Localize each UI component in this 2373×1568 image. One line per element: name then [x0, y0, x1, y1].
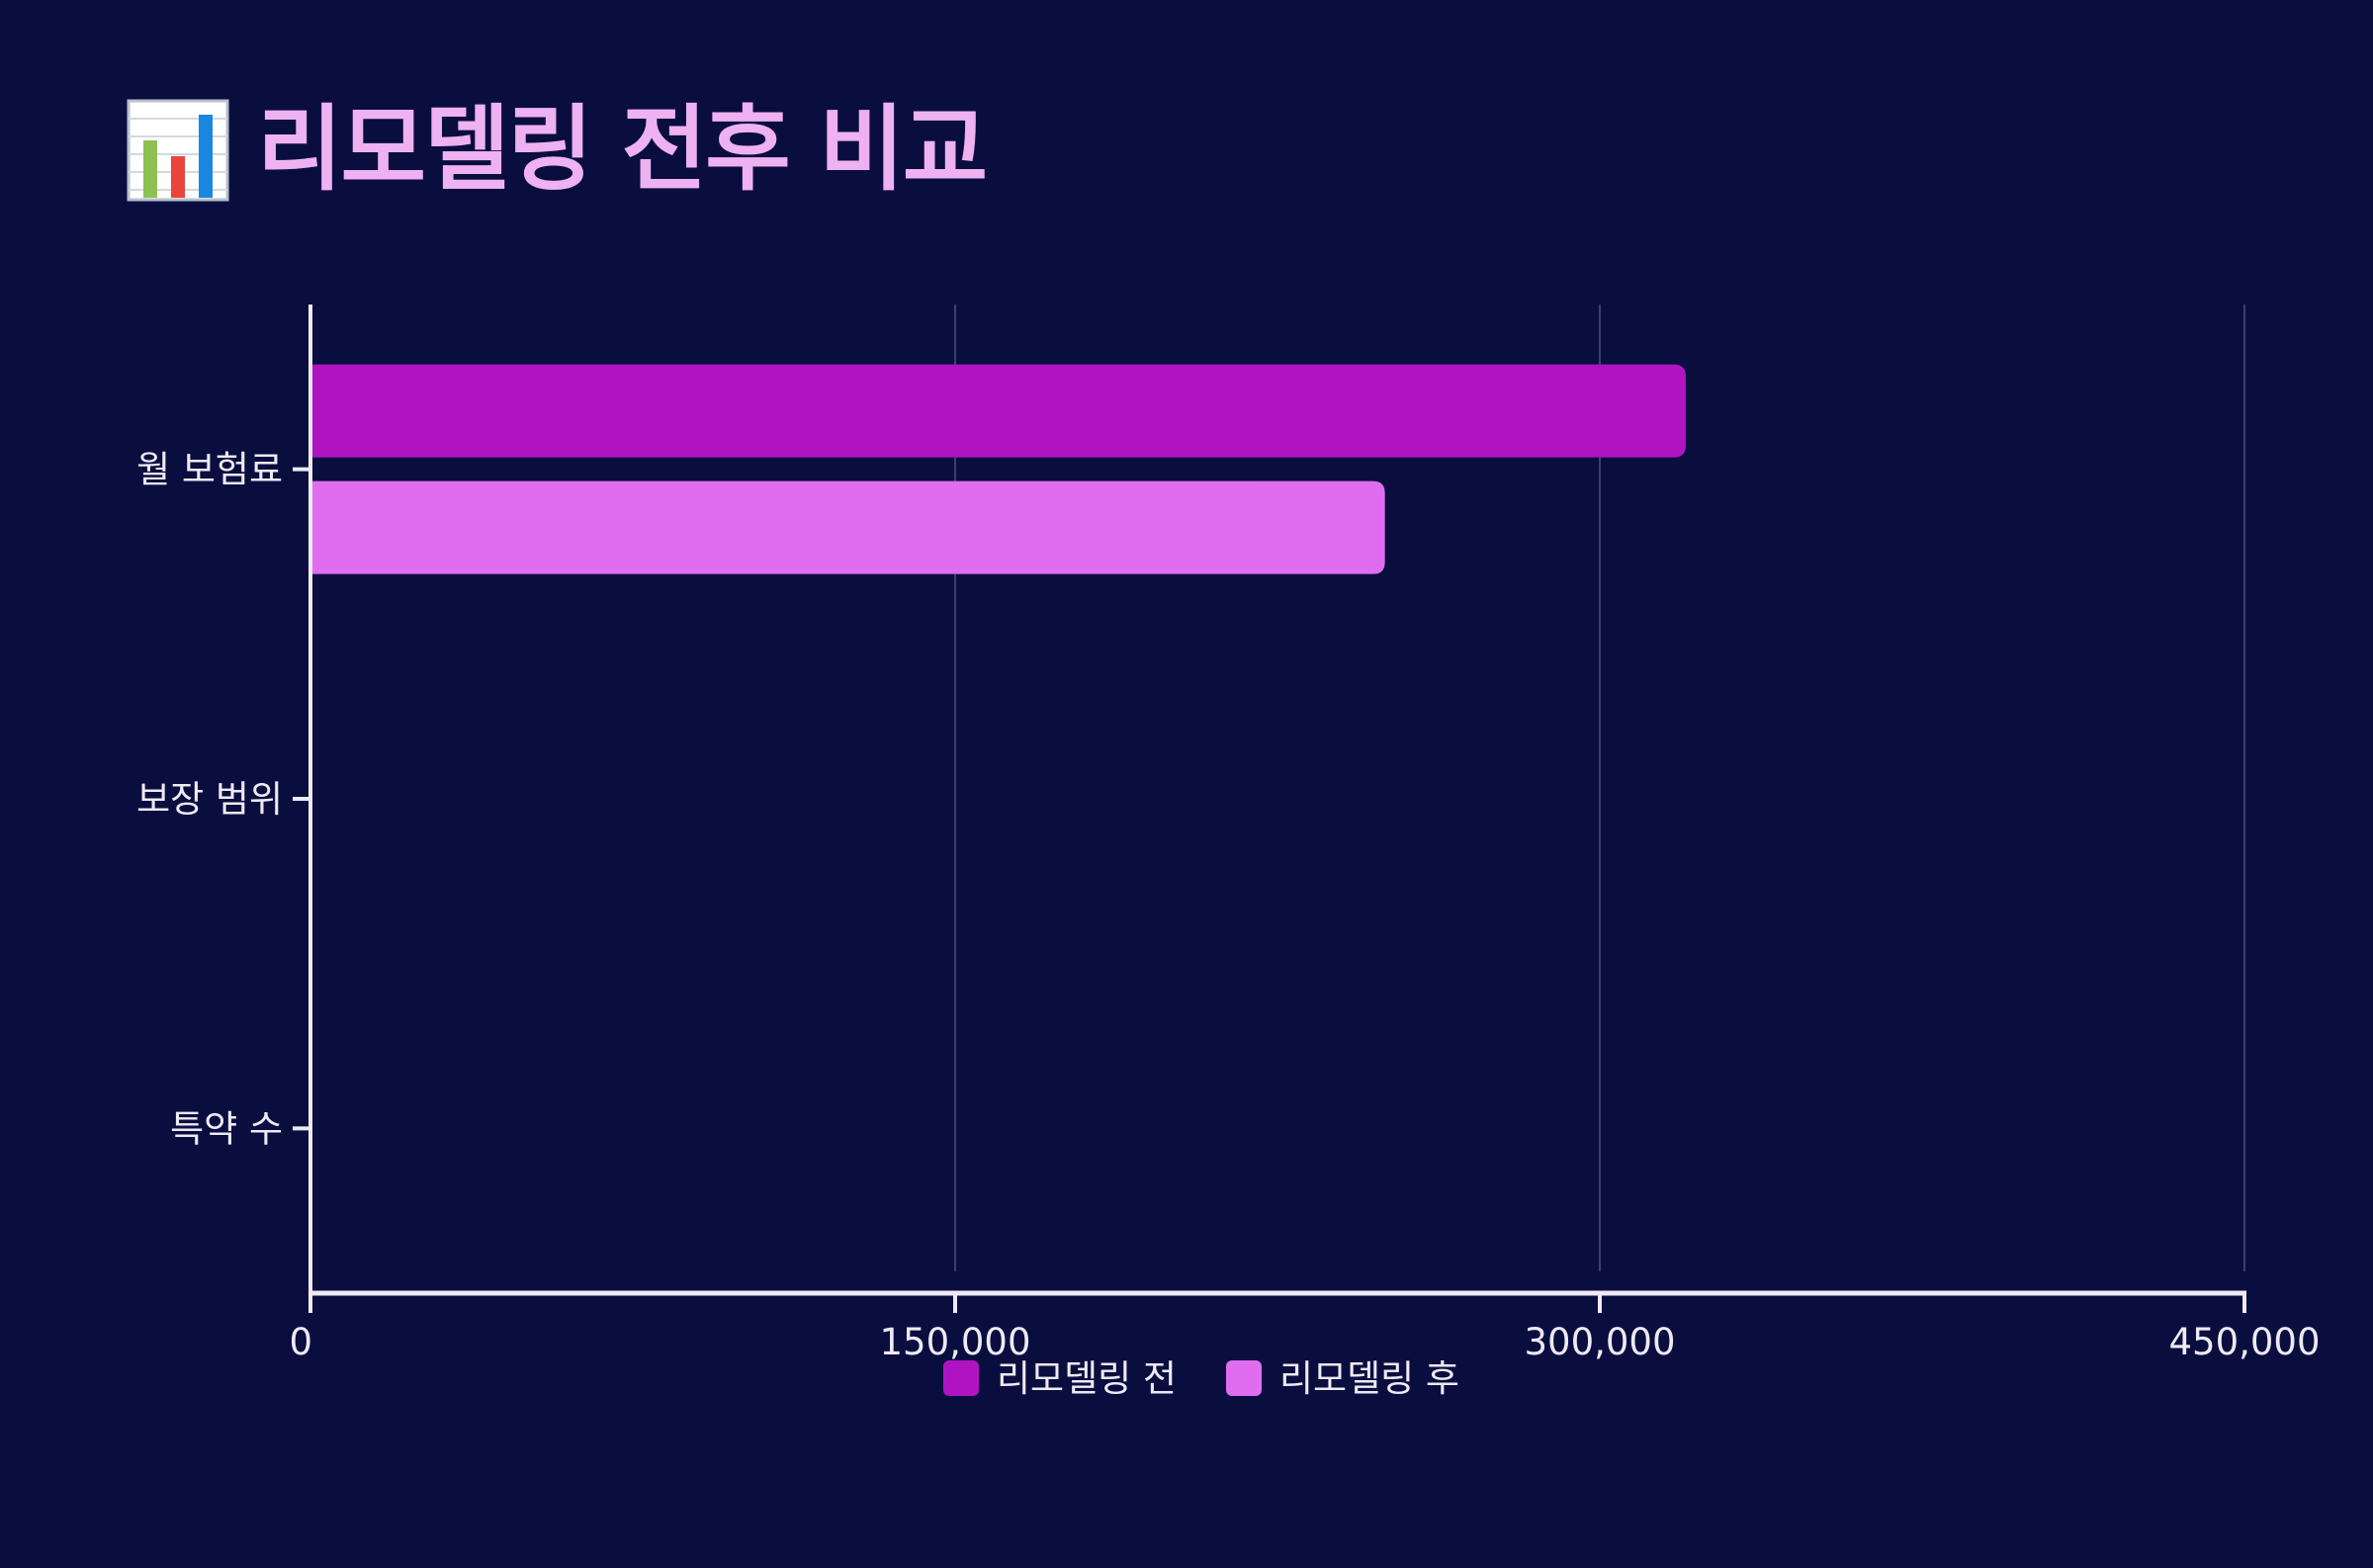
- x-tick-label: 300,000: [1524, 1321, 1675, 1363]
- grid-lines: [954, 305, 2245, 1271]
- legend-label: 리모델링 전: [997, 1357, 1177, 1400]
- x-tick-label: 450,000: [2168, 1321, 2320, 1363]
- chart-title: 리모델링 전후 비교: [257, 96, 988, 204]
- bar-chart-icon: [127, 99, 229, 202]
- legend-swatch: [1226, 1360, 1262, 1396]
- legend: 리모델링 전 리모델링 후: [943, 1357, 1459, 1400]
- legend-label: 리모델링 후: [1279, 1357, 1459, 1400]
- chart-title-group: 리모델링 전후 비교: [127, 95, 988, 206]
- bar: [310, 480, 1385, 574]
- y-tick-label: 특약 수: [170, 1107, 283, 1150]
- bars: [310, 364, 1686, 574]
- x-tick-label: 150,000: [879, 1321, 1030, 1363]
- x-tick-label: 0: [289, 1321, 312, 1363]
- y-tick-label: 보장 범위: [136, 778, 283, 821]
- y-tick-label: 월 보험료: [136, 449, 283, 491]
- legend-swatch: [943, 1360, 979, 1396]
- bar: [310, 364, 1686, 458]
